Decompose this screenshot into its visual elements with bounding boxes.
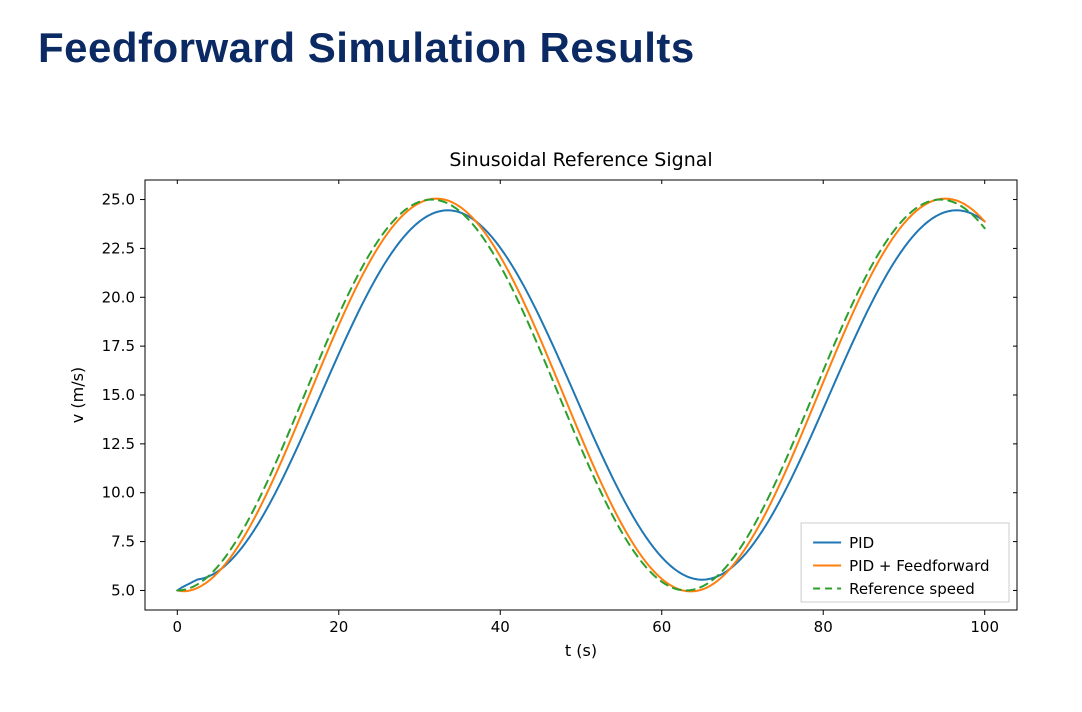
y-tick-label: 20.0 — [102, 288, 135, 306]
x-axis-label: t (s) — [565, 641, 597, 660]
y-tick-label: 10.0 — [102, 484, 135, 502]
y-tick-label: 12.5 — [102, 435, 135, 453]
page-title: Feedforward Simulation Results — [38, 24, 695, 72]
x-tick-label: 20 — [329, 618, 348, 636]
x-tick-label: 0 — [173, 618, 183, 636]
x-tick-label: 60 — [652, 618, 671, 636]
y-tick-label: 22.5 — [102, 239, 135, 257]
y-axis-label: v (m/s) — [68, 367, 87, 423]
y-tick-label: 7.5 — [111, 533, 135, 551]
x-tick-label: 80 — [814, 618, 833, 636]
chart-title: Sinusoidal Reference Signal — [449, 149, 712, 171]
legend-label: PID — [849, 534, 874, 552]
line-chart: Sinusoidal Reference Signal 0 20 40 60 80 100 t… — [50, 140, 1050, 680]
legend-label: PID + Feedforward — [849, 557, 989, 575]
y-tick-label: 25.0 — [102, 191, 135, 209]
y-tick-label: 5.0 — [111, 581, 135, 599]
page: Feedforward Simulation Results Sinusoida… — [0, 0, 1082, 712]
y-tick-label: 17.5 — [102, 337, 135, 355]
x-tick-label: 100 — [970, 618, 999, 636]
y-tick-label: 15.0 — [102, 386, 135, 404]
chart-container: Sinusoidal Reference Signal 0 20 40 60 80 100 t… — [50, 140, 1050, 680]
legend-label: Reference speed — [849, 580, 975, 598]
legend: PID PID + Feedforward Reference speed — [801, 523, 1009, 602]
x-tick-label: 40 — [491, 618, 510, 636]
